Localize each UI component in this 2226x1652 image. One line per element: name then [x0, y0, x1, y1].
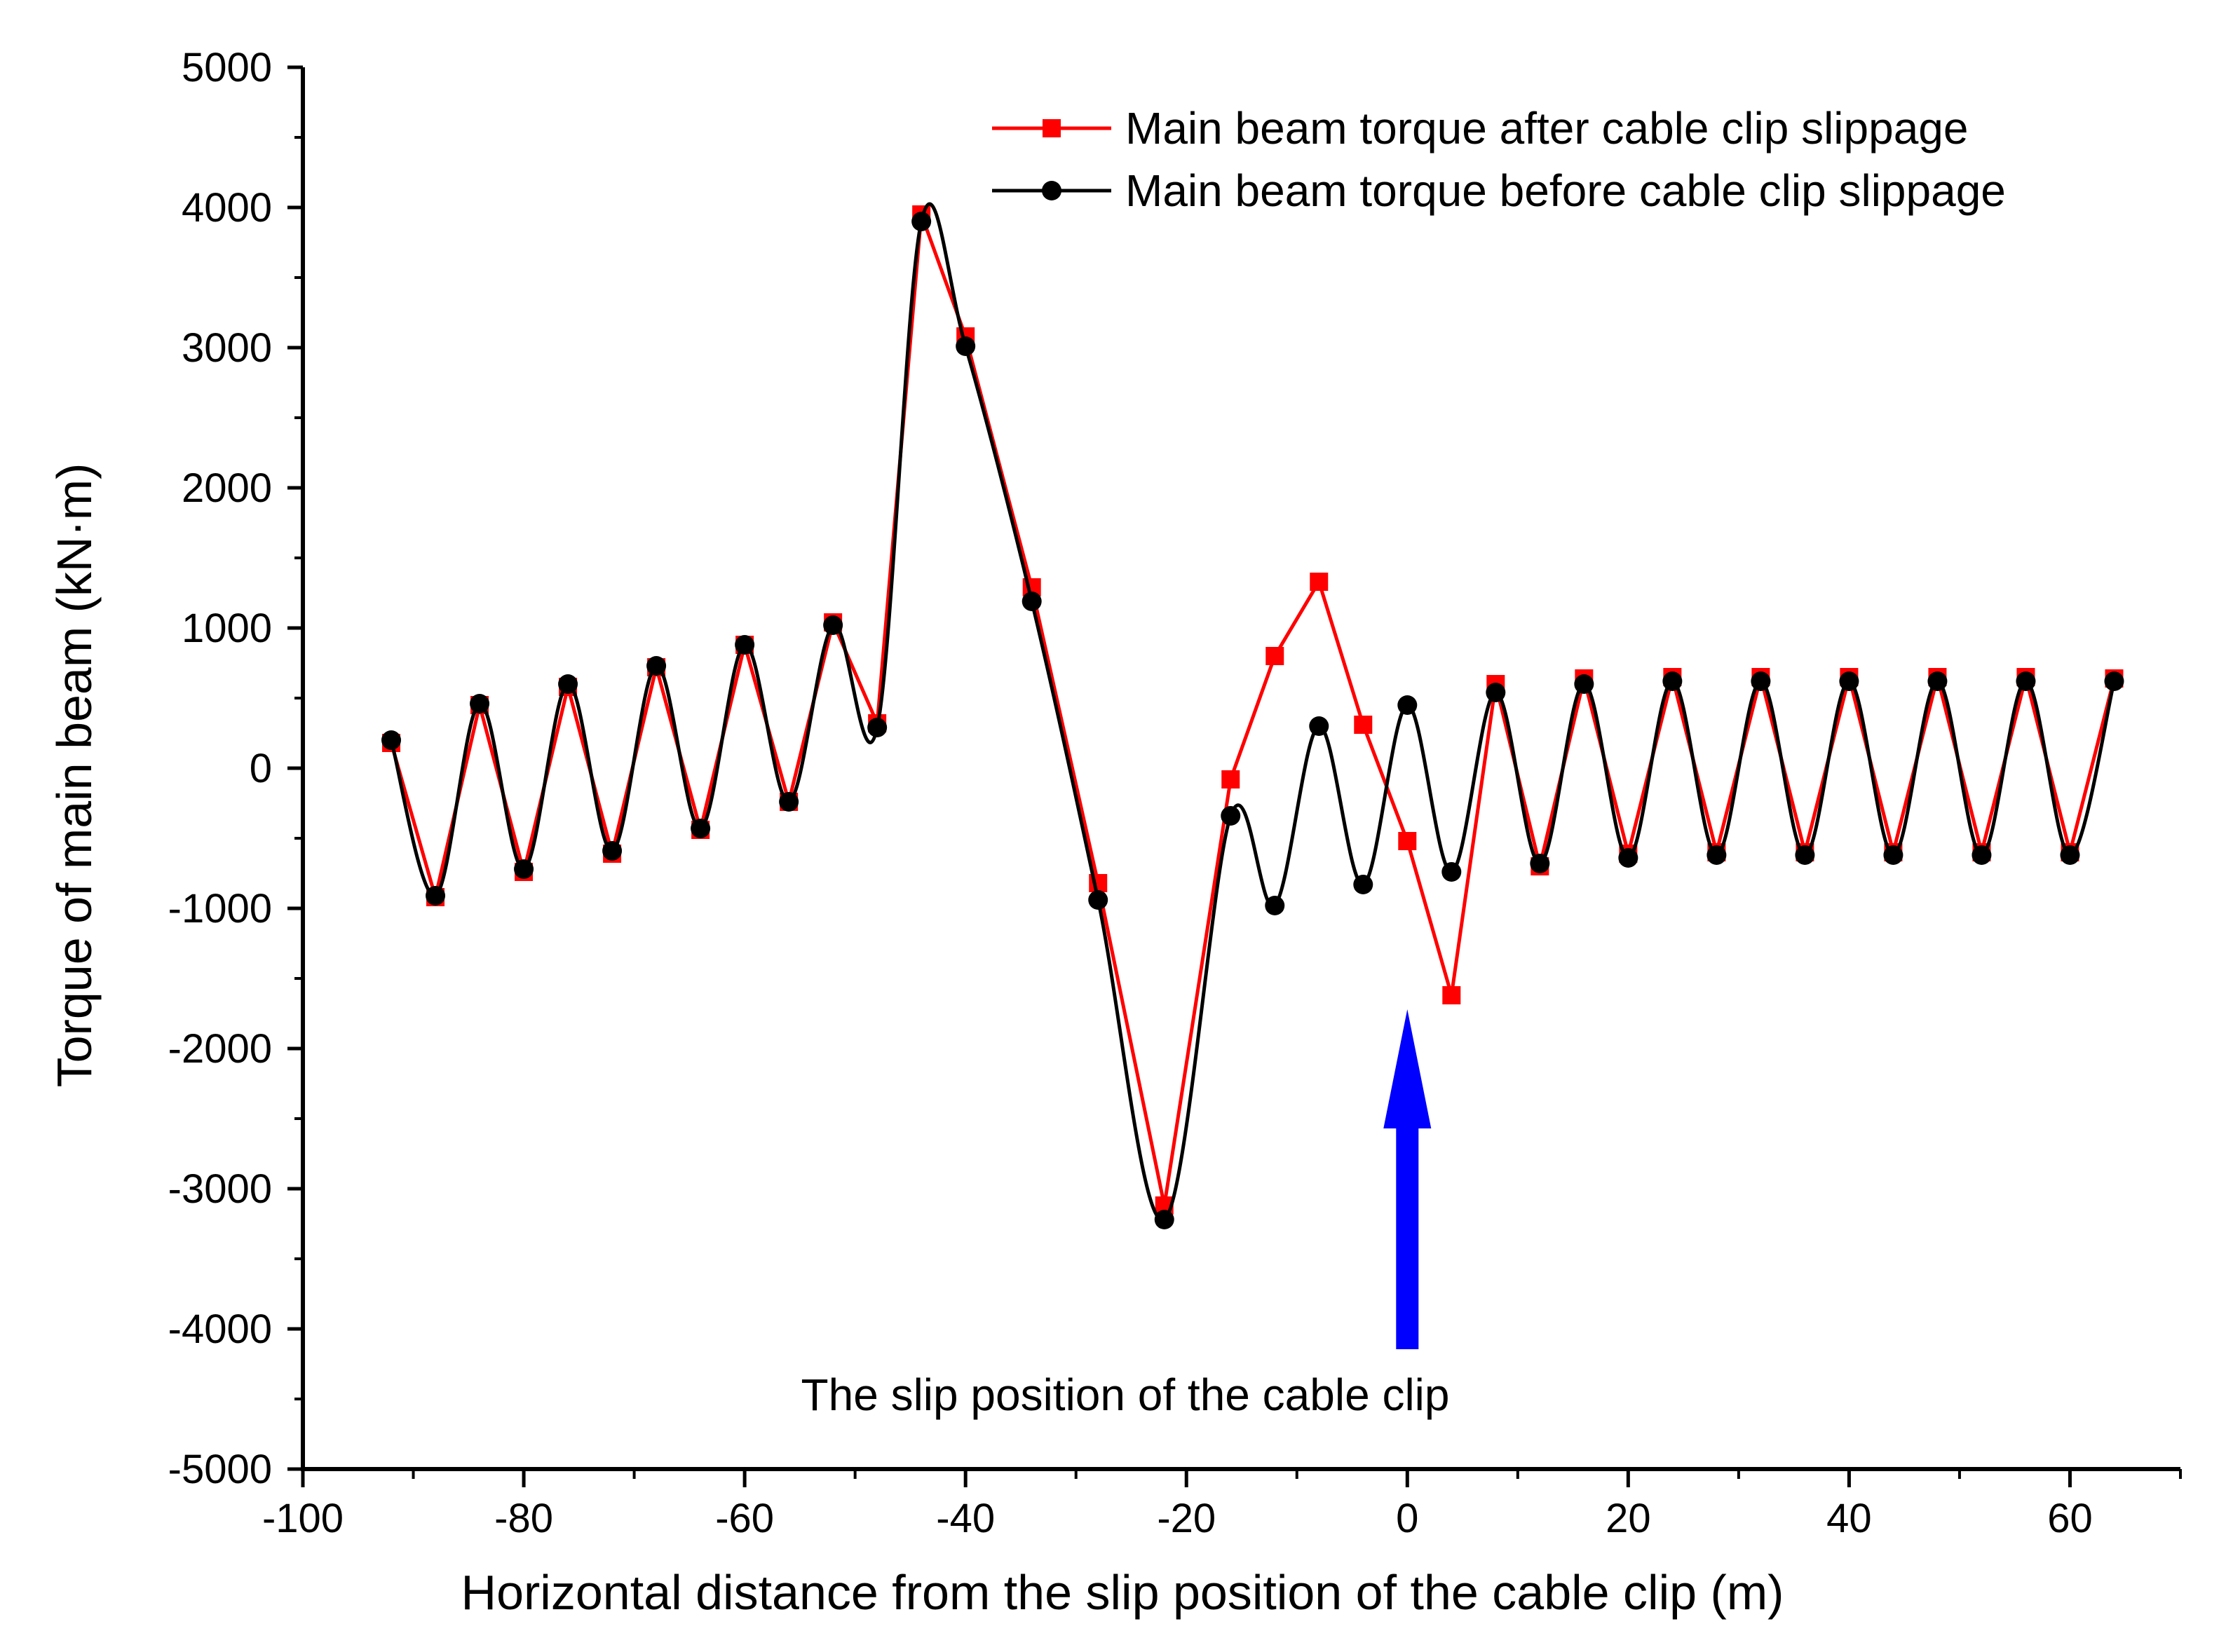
data-point-circle	[779, 792, 799, 812]
data-point-circle	[2104, 671, 2124, 691]
slip-position-label: The slip position of the cable clip	[801, 1370, 1450, 1420]
data-point-circle	[426, 886, 446, 906]
y-tick-label: -4000	[168, 1306, 272, 1352]
slip-annotation: The slip position of the cable clip	[801, 1009, 1450, 1420]
blue-arrow-icon	[1383, 1009, 1432, 1349]
data-point-square	[1265, 647, 1284, 665]
x-tick-label: -60	[715, 1496, 774, 1541]
data-point-circle	[558, 674, 578, 694]
y-tick-label: 0	[250, 746, 272, 791]
data-point-circle	[1839, 671, 1859, 691]
data-point-circle	[911, 212, 932, 231]
x-tick-label: 20	[1606, 1496, 1651, 1541]
data-point-square	[1310, 573, 1329, 591]
x-axis-title: Horizontal distance from the slip positi…	[461, 1565, 1784, 1620]
axes: 500040003000200010000-1000-2000-3000-400…	[47, 45, 2182, 1620]
y-tick-label: 5000	[182, 45, 272, 90]
y-axis-title: Torque of main beam (kN·m)	[47, 463, 102, 1088]
data-point-circle	[1530, 854, 1550, 873]
series-line	[389, 202, 2116, 1222]
y-tick-label: 4000	[182, 185, 272, 231]
data-point-circle	[1574, 674, 1594, 694]
x-tick-label: -20	[1157, 1496, 1216, 1541]
data-point-circle	[1022, 592, 1042, 611]
y-tick-label: 3000	[182, 325, 272, 371]
data-point-square	[1354, 716, 1373, 734]
x-tick-label: 40	[1826, 1496, 1872, 1541]
data-point-circle	[1441, 862, 1462, 882]
legend-label: Main beam torque before cable clip slipp…	[1125, 165, 2006, 216]
data-point-circle	[1971, 845, 1992, 865]
x-tick-label: 0	[1396, 1496, 1418, 1541]
data-point-circle	[823, 615, 843, 635]
series-before-slippage	[381, 202, 2124, 1229]
data-point-circle	[1795, 845, 1815, 865]
data-point-circle	[602, 841, 623, 861]
data-point-circle	[1751, 671, 1771, 691]
data-point-circle	[1883, 845, 1903, 865]
series-layer	[381, 202, 2124, 1229]
data-point-circle	[1486, 683, 1506, 702]
data-point-circle	[1309, 716, 1329, 736]
x-tick-label: -80	[494, 1496, 553, 1541]
data-point-square	[1221, 770, 1240, 789]
data-point-circle	[867, 718, 888, 737]
series-line	[389, 212, 2116, 1208]
y-tick-label: -1000	[168, 886, 272, 931]
data-point-circle	[691, 819, 711, 838]
data-point-circle	[1927, 671, 1948, 691]
data-point-circle	[514, 859, 534, 879]
x-tick-label: -100	[262, 1496, 344, 1541]
data-point-circle	[646, 656, 667, 676]
data-point-circle	[2060, 845, 2080, 865]
y-tick-label: -5000	[168, 1447, 272, 1492]
data-point-circle	[381, 730, 402, 750]
data-point-circle	[1662, 671, 1683, 691]
data-point-circle	[470, 694, 490, 714]
data-point-circle	[1397, 695, 1418, 715]
y-tick-label: -2000	[168, 1026, 272, 1072]
data-point-circle	[956, 336, 976, 356]
data-point-circle	[1706, 845, 1727, 865]
legend: Main beam torque after cable clip slippa…	[992, 103, 2006, 216]
data-point-circle	[1353, 875, 1373, 894]
data-point-circle	[1265, 896, 1285, 915]
y-tick-label: -3000	[168, 1166, 272, 1212]
data-point-square	[1398, 832, 1417, 850]
data-point-circle	[2016, 671, 2036, 691]
data-point-circle	[1154, 1210, 1174, 1229]
legend-marker-square	[1043, 119, 1061, 137]
x-tick-label: -40	[936, 1496, 995, 1541]
data-point-circle	[1088, 890, 1108, 910]
data-point-circle	[1618, 848, 1638, 868]
legend-marker-circle	[1042, 181, 1061, 200]
x-tick-label: 60	[2047, 1496, 2093, 1541]
data-point-circle	[1221, 806, 1241, 826]
legend-label: Main beam torque after cable clip slippa…	[1125, 103, 1968, 153]
y-tick-label: 2000	[182, 465, 272, 511]
y-tick-label: 1000	[182, 606, 272, 651]
data-point-circle	[735, 635, 755, 655]
data-point-square	[1442, 986, 1461, 1004]
